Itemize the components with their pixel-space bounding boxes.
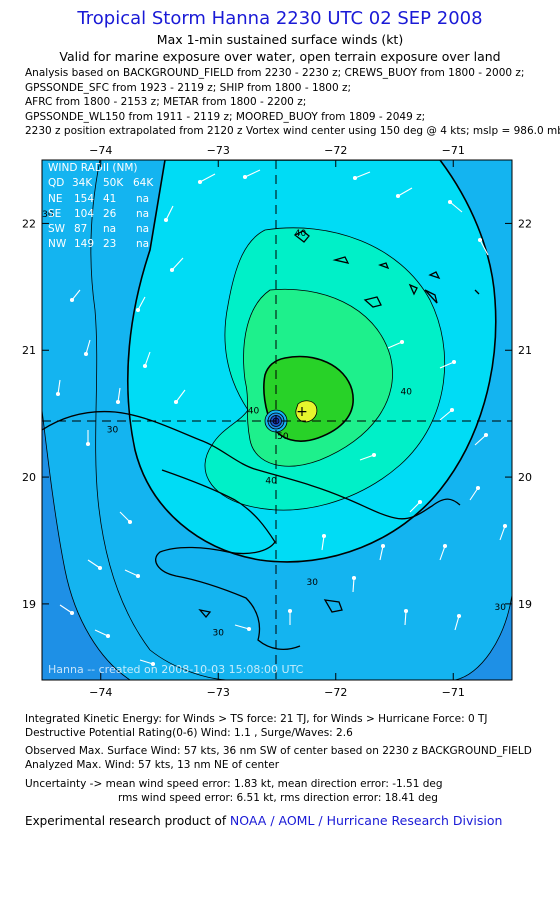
x-tick-label-top: −73 (207, 144, 230, 157)
contour-labels: 30 30 30 30 30 40 40 40 40 50 (42, 210, 506, 639)
max-wind-marker: + (296, 404, 308, 420)
radii-header-cell: 64K (133, 177, 154, 189)
radii-row: SW 87 na na (48, 223, 149, 235)
radii-header-cell: 34K (72, 177, 93, 189)
wind-radii-title: WIND RADII (NM) (48, 162, 138, 174)
contour-label: 30 (213, 629, 225, 639)
y-tick-label-left: 19 (22, 598, 36, 611)
chart-title: Tropical Storm Hanna 2230 UTC 02 SEP 200… (77, 8, 483, 29)
analysis-line: 2230 z position extrapolated from 2120 z… (25, 125, 560, 137)
wind-radii-header: QD 34K 50K 64K (48, 177, 154, 189)
y-tick-label-left: 20 (22, 471, 36, 484)
contour-label: 30 (107, 426, 119, 436)
band-55-60 (295, 400, 318, 423)
max-wind-stats: Observed Max. Surface Wind: 57 kts, 36 n… (25, 744, 532, 772)
y-tick-label-right: 19 (518, 598, 532, 611)
cuba-coast (42, 410, 461, 520)
y-tick-label-left: 21 (22, 344, 36, 357)
wind-radii-table: WIND RADII (NM) QD 34K 50K 64K NE 154 41… (48, 162, 154, 250)
x-tick-label-top: −74 (89, 144, 112, 157)
contour-label: 40 (248, 407, 260, 417)
wind-map: + 30 30 30 30 30 40 40 40 40 50 WIND RADII (NM) Q… (22, 144, 532, 699)
analyzed-max-line: Analyzed Max. Wind: 57 kts, 13 nm NE of … (25, 759, 280, 771)
x-tick-label-bottom: −74 (89, 686, 112, 699)
analysis-sources: Analysis based on BACKGROUND_FIELD from … (25, 66, 560, 139)
y-tick-label-right: 22 (518, 217, 532, 230)
bahamas-islands (198, 230, 480, 619)
ike-line: Integrated Kinetic Energy: for Winds > T… (25, 713, 488, 725)
analysis-line: AFRC from 1800 - 2153 z; METAR from 1800… (25, 96, 307, 108)
contour-label: 30 (495, 603, 507, 613)
contour-label: 50 (277, 432, 289, 442)
contour-label: 40 (295, 229, 307, 239)
contour-label: 40 (401, 388, 413, 398)
radii-header-cell: 50K (103, 177, 124, 189)
y-tick-label-left: 22 (22, 217, 36, 230)
x-tick-label-top: −72 (324, 144, 347, 157)
energy-stats: Integrated Kinetic Energy: for Winds > T… (25, 712, 487, 740)
dpr-line: Destructive Potential Rating(0-6) Wind: … (25, 727, 353, 739)
x-tick-label-bottom: −73 (207, 686, 230, 699)
y-tick-label-right: 21 (518, 344, 532, 357)
uncertainty-stats: Uncertainty -> mean wind speed error: 1.… (25, 777, 443, 805)
map-axes: −74 −74 −73 −73 −72 −72 −71 −71 19 19 20 20 21 21 22 22 (22, 144, 532, 699)
radii-row: NE 154 41 na (48, 193, 149, 205)
radii-row: NW 149 23 na (48, 238, 149, 250)
analysis-line: GPSSONDE_WL150 from 1911 - 2119 z; MOORE… (25, 110, 426, 123)
radii-header-cell: QD (48, 177, 64, 189)
center-crosshair (42, 160, 512, 680)
x-tick-label-top: −71 (442, 144, 465, 157)
map-watermark: Hanna -- created on 2008-10-03 15:08:00 … (48, 663, 304, 676)
hispaniola-coast (155, 469, 301, 651)
observed-max-line: Observed Max. Surface Wind: 57 kts, 36 n… (25, 745, 532, 757)
uncertainty-rms-line: rms wind speed error: 6.51 kt, rms direc… (118, 792, 438, 804)
contour-label: 30 (307, 578, 319, 588)
contour-label: 40 (265, 476, 277, 486)
wind-vectors (55, 169, 508, 667)
analysis-line: Analysis based on BACKGROUND_FIELD from … (25, 67, 525, 79)
x-tick-label-bottom: −71 (442, 686, 465, 699)
contour-lines (42, 160, 512, 680)
credit-organization-link[interactable]: NOAA / AOML / Hurricane Research Divisio… (229, 813, 503, 828)
credit-line: Experimental research product of NOAA / … (25, 813, 502, 828)
x-tick-label-bottom: −72 (324, 686, 347, 699)
chart-subtitle-exposure: Valid for marine exposure over water, op… (59, 49, 501, 64)
credit-prefix: Experimental research product of (25, 814, 230, 828)
contour-label: 30 (42, 210, 54, 220)
contour-lines-bold (126, 160, 497, 563)
y-tick-label-right: 20 (518, 471, 532, 484)
analysis-line: GPSSONDE_SFC from 1923 - 2119 z; SHIP fr… (25, 81, 352, 94)
coastlines (42, 230, 480, 651)
uncertainty-line: Uncertainty -> mean wind speed error: 1.… (25, 778, 443, 790)
chart-subtitle: Max 1-min sustained surface winds (kt) (156, 32, 404, 47)
plot-frame (41, 159, 513, 681)
radii-row: SE 104 26 na (48, 208, 149, 220)
